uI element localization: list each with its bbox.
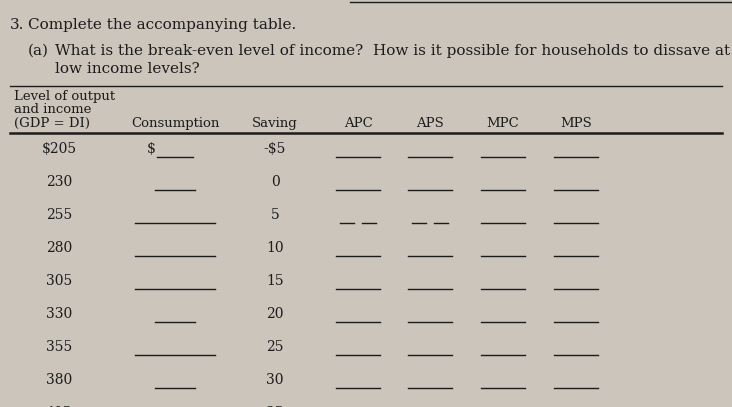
- Text: MPS: MPS: [560, 117, 592, 130]
- Text: Level of output: Level of output: [14, 90, 115, 103]
- Text: 30: 30: [266, 373, 284, 387]
- Text: 280: 280: [46, 241, 72, 255]
- Text: 25: 25: [266, 340, 284, 354]
- Text: 35: 35: [266, 406, 284, 407]
- Text: low income levels?: low income levels?: [55, 62, 200, 76]
- Text: MPC: MPC: [487, 117, 520, 130]
- Text: APS: APS: [416, 117, 444, 130]
- Text: 330: 330: [46, 307, 72, 321]
- Text: 5: 5: [271, 208, 280, 222]
- Text: Complete the accompanying table.: Complete the accompanying table.: [28, 18, 296, 32]
- Text: Consumption: Consumption: [131, 117, 219, 130]
- Text: (GDP = DI): (GDP = DI): [14, 117, 90, 130]
- Text: 10: 10: [266, 241, 284, 255]
- Text: 230: 230: [46, 175, 72, 189]
- Text: (a): (a): [28, 44, 49, 58]
- Text: 355: 355: [46, 340, 72, 354]
- Text: 380: 380: [46, 373, 72, 387]
- Text: 405: 405: [46, 406, 72, 407]
- Text: 3.: 3.: [10, 18, 24, 32]
- Text: -$5: -$5: [264, 142, 286, 156]
- Text: What is the break-even level of income?  How is it possible for households to di: What is the break-even level of income? …: [55, 44, 732, 58]
- Text: APC: APC: [343, 117, 373, 130]
- Text: 255: 255: [46, 208, 72, 222]
- Text: $205: $205: [42, 142, 77, 156]
- Text: $: $: [147, 142, 156, 156]
- Text: 305: 305: [46, 274, 72, 288]
- Text: 20: 20: [266, 307, 284, 321]
- Text: 15: 15: [266, 274, 284, 288]
- Text: Saving: Saving: [252, 117, 298, 130]
- Text: and income: and income: [14, 103, 92, 116]
- Text: 0: 0: [271, 175, 280, 189]
